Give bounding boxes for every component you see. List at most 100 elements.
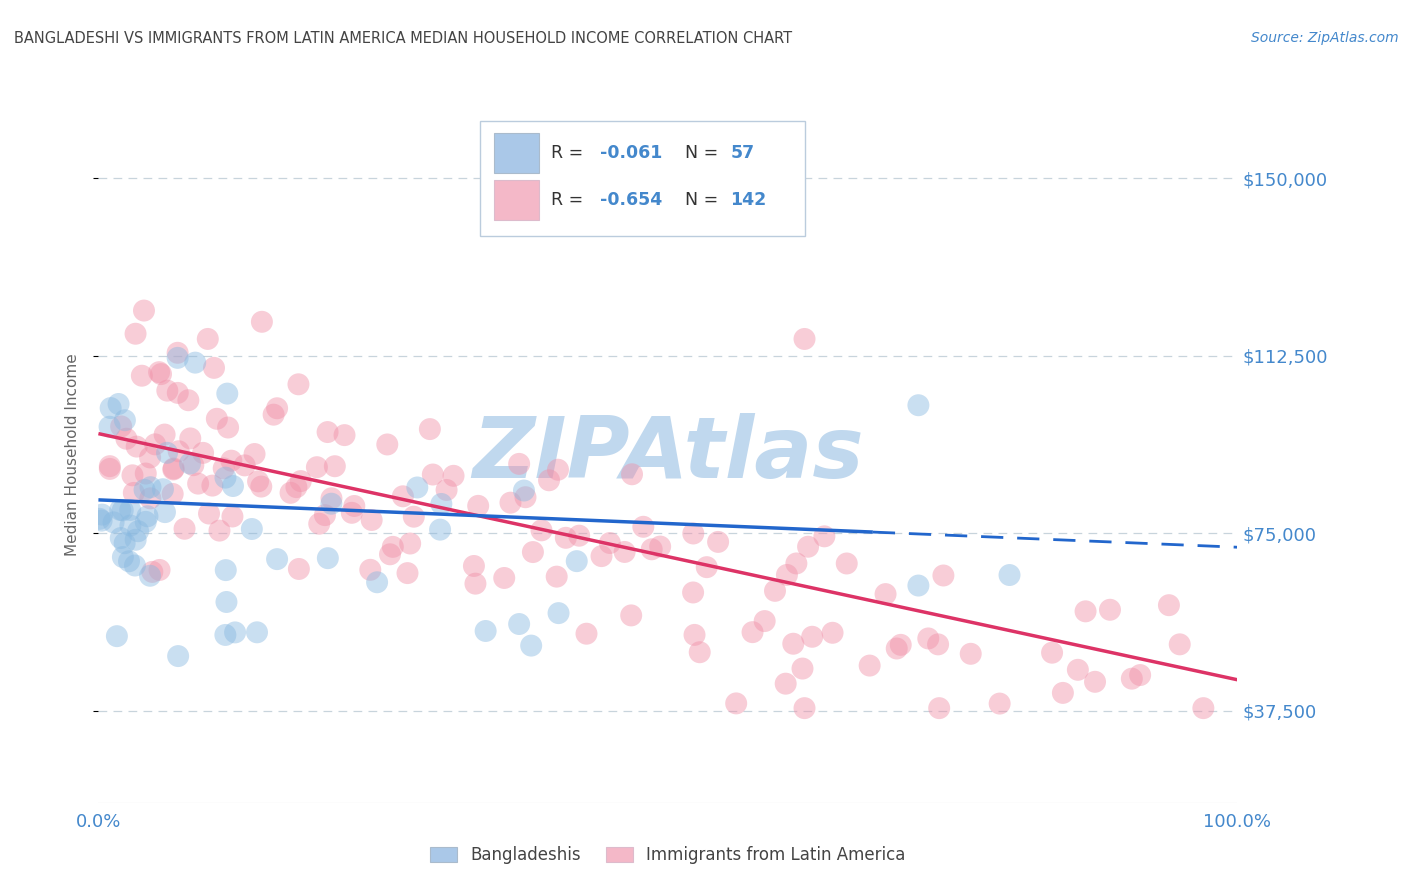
Point <box>959 647 981 661</box>
Point <box>1098 603 1121 617</box>
Point <box>163 461 186 475</box>
Point <box>599 536 621 550</box>
FancyBboxPatch shape <box>494 133 538 173</box>
Point <box>463 558 485 573</box>
Point <box>167 649 190 664</box>
Point <box>522 545 544 559</box>
Point <box>197 332 219 346</box>
Point <box>173 522 195 536</box>
Point <box>429 523 451 537</box>
Point <box>375 437 398 451</box>
Point <box>333 428 356 442</box>
Point <box>148 365 170 379</box>
Point <box>859 658 882 673</box>
Point <box>821 625 844 640</box>
FancyBboxPatch shape <box>479 121 804 235</box>
Text: R =: R = <box>551 191 588 210</box>
Text: -0.061: -0.061 <box>599 144 662 162</box>
Point <box>120 503 142 517</box>
Point <box>406 480 429 494</box>
Point <box>110 531 132 545</box>
Point <box>156 384 179 398</box>
Point <box>343 499 366 513</box>
Point <box>419 422 441 436</box>
Point <box>166 351 188 365</box>
Point <box>221 453 243 467</box>
Point <box>467 499 489 513</box>
Point <box>179 457 201 471</box>
Point <box>183 458 205 473</box>
Point <box>98 419 121 434</box>
Point <box>240 522 263 536</box>
Point <box>321 491 343 506</box>
Point <box>515 490 537 504</box>
Point <box>114 536 136 550</box>
Point <box>118 554 141 568</box>
Point <box>143 437 166 451</box>
Point <box>1192 701 1215 715</box>
Point <box>1052 686 1074 700</box>
Point <box>124 533 146 547</box>
Point <box>508 457 530 471</box>
Point <box>136 509 159 524</box>
Point <box>316 425 339 439</box>
Point <box>114 413 136 427</box>
Text: N =: N = <box>685 144 724 162</box>
Point <box>135 515 157 529</box>
Point <box>187 476 209 491</box>
Point <box>890 638 912 652</box>
Point <box>797 540 820 554</box>
Point <box>198 507 221 521</box>
Point <box>464 576 486 591</box>
Point <box>793 332 815 346</box>
Point <box>110 419 132 434</box>
Point <box>707 535 730 549</box>
Point <box>1040 646 1063 660</box>
Point <box>111 503 134 517</box>
Point <box>250 479 273 493</box>
Point <box>430 497 453 511</box>
Point <box>682 585 704 599</box>
Point <box>321 497 343 511</box>
FancyBboxPatch shape <box>494 180 538 220</box>
Point <box>927 637 949 651</box>
Point <box>141 565 163 579</box>
Point <box>287 377 309 392</box>
Point <box>305 460 328 475</box>
Point <box>1129 668 1152 682</box>
Point <box>115 432 138 446</box>
Point <box>530 524 553 538</box>
Point <box>689 645 711 659</box>
Point <box>127 524 149 539</box>
Point <box>107 397 129 411</box>
Point <box>633 520 655 534</box>
Point <box>314 508 336 522</box>
Point <box>90 514 112 528</box>
Point <box>801 630 824 644</box>
Point <box>108 503 131 517</box>
Point <box>202 360 225 375</box>
Point <box>575 626 598 640</box>
Point <box>222 479 245 493</box>
Point <box>998 568 1021 582</box>
Point <box>1168 637 1191 651</box>
Point <box>835 557 858 571</box>
Point <box>641 542 664 557</box>
Point <box>217 386 239 401</box>
Point <box>247 475 270 489</box>
Point <box>1074 604 1097 618</box>
Point <box>150 367 173 381</box>
Point <box>148 563 170 577</box>
Point <box>233 458 256 473</box>
Point <box>785 557 807 571</box>
Point <box>323 459 346 474</box>
Point <box>250 315 273 329</box>
Point <box>741 625 763 640</box>
Point <box>932 568 955 582</box>
Point <box>167 444 190 458</box>
Point <box>366 575 388 590</box>
Point <box>224 625 246 640</box>
Point <box>201 478 224 492</box>
Point <box>725 697 748 711</box>
Point <box>776 568 799 582</box>
